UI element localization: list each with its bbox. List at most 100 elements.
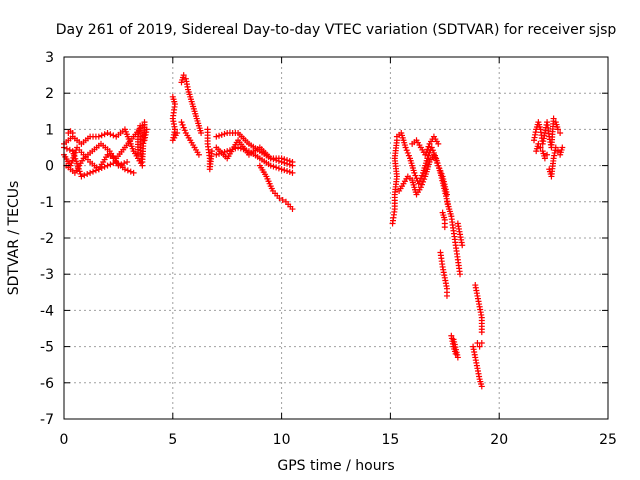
data-point	[457, 271, 464, 278]
data-point	[124, 158, 131, 165]
y-tick-label: -5	[40, 340, 54, 356]
x-axis-label: GPS time / hours	[277, 458, 394, 474]
data-point	[402, 144, 409, 151]
data-point	[110, 154, 117, 161]
data-point	[213, 151, 220, 158]
data-point	[284, 168, 291, 175]
x-tick-label: 5	[168, 432, 177, 448]
data-point	[554, 148, 561, 155]
x-tick-label: 0	[60, 432, 69, 448]
data-point	[478, 339, 485, 346]
data-point	[279, 196, 286, 203]
data-point	[459, 242, 466, 249]
data-point	[450, 336, 457, 343]
data-point	[81, 172, 88, 179]
data-point	[90, 168, 97, 175]
data-point	[127, 168, 134, 175]
data-point	[216, 132, 223, 139]
data-point	[437, 168, 444, 175]
data-point	[276, 195, 283, 202]
data-point	[195, 151, 202, 158]
data-point	[286, 158, 293, 165]
data-point	[198, 130, 205, 137]
data-point	[432, 154, 439, 161]
y-tick-label: -3	[40, 267, 54, 283]
data-point	[425, 152, 432, 159]
data-point	[143, 126, 150, 133]
data-point	[121, 166, 128, 173]
data-point	[428, 144, 435, 151]
data-point	[438, 170, 445, 177]
data-point	[110, 132, 117, 139]
data-point	[424, 146, 431, 153]
data-point	[418, 181, 425, 188]
data-point	[84, 171, 91, 178]
data-point	[284, 157, 291, 164]
data-point	[404, 149, 411, 156]
data-point	[178, 119, 185, 126]
data-point	[289, 158, 296, 165]
data-point	[101, 131, 108, 138]
data-point	[559, 144, 566, 151]
y-tick-label: -2	[40, 231, 54, 247]
data-point	[424, 155, 431, 162]
ticks-layer	[63, 56, 609, 420]
x-tick-label: 10	[273, 432, 291, 448]
data-point	[92, 167, 99, 174]
data-point	[443, 191, 450, 198]
data-point	[435, 162, 442, 169]
data-point	[213, 133, 220, 140]
data-point	[550, 115, 557, 122]
data-point	[104, 151, 111, 158]
x-tick-label: 20	[490, 432, 508, 448]
y-axis-label: SDTVAR / TECUs	[6, 181, 22, 296]
data-point	[478, 383, 485, 390]
data-point	[104, 162, 111, 169]
y-tick-label: 0	[45, 159, 54, 175]
y-tick-label: -1	[40, 195, 54, 211]
data-point	[433, 157, 440, 164]
data-point	[275, 165, 282, 172]
data-point	[181, 127, 188, 134]
data-point	[416, 177, 423, 184]
data-point	[554, 126, 561, 133]
data-point	[221, 149, 228, 156]
data-point	[544, 151, 551, 158]
data-point	[403, 147, 410, 154]
data-point	[267, 162, 274, 169]
data-point	[422, 151, 429, 158]
data-point	[278, 166, 285, 173]
data-point	[273, 164, 280, 171]
data-point	[101, 163, 108, 170]
x-tick-label: 15	[381, 432, 399, 448]
data-point	[435, 140, 442, 147]
data-point	[180, 124, 187, 131]
data-point	[476, 343, 483, 350]
data-point	[417, 184, 424, 191]
x-tick-label: 25	[599, 432, 617, 448]
y-tick-label: -6	[40, 376, 54, 392]
data-point	[115, 162, 122, 169]
data-point	[537, 144, 544, 151]
y-tick-label: 2	[45, 86, 54, 102]
data-point	[535, 140, 542, 147]
chart-title: Day 261 of 2019, Sidereal Day-to-day VTE…	[56, 22, 617, 38]
data-point	[443, 292, 450, 299]
data-point	[429, 147, 436, 154]
data-point	[78, 173, 85, 180]
data-point	[104, 130, 111, 137]
data-point	[98, 165, 105, 172]
y-tick-label: -7	[40, 412, 54, 428]
data-point	[552, 144, 559, 151]
grid-layer	[64, 57, 608, 419]
data-point	[221, 130, 228, 137]
data-point	[281, 167, 288, 174]
y-tick-label: -4	[40, 303, 54, 319]
data-point	[124, 167, 131, 174]
data-point	[289, 169, 296, 176]
data-point	[415, 180, 422, 187]
marks-layer	[61, 72, 566, 390]
y-tick-label: 1	[45, 122, 54, 138]
data-point	[417, 175, 424, 182]
